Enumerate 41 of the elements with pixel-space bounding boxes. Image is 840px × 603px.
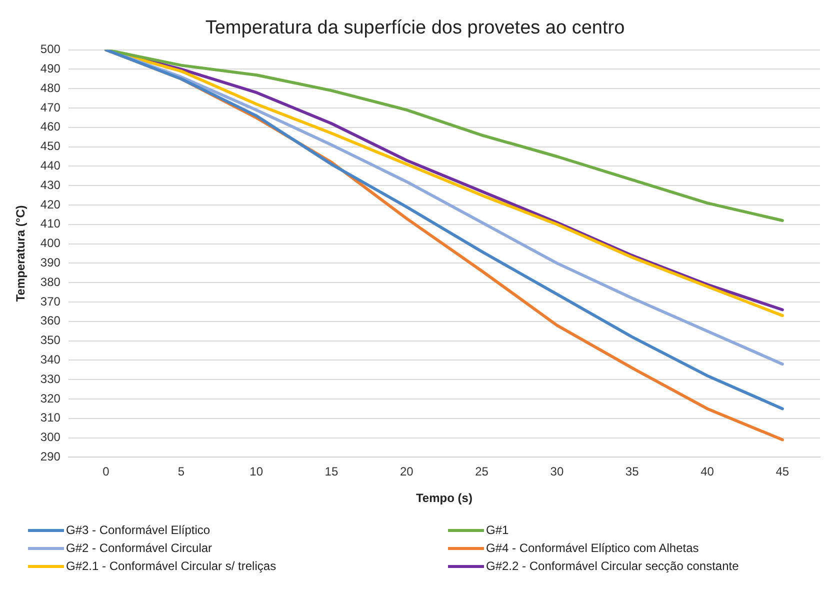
x-tick-label: 30 xyxy=(550,464,564,479)
y-tick-label: 340 xyxy=(40,352,61,367)
y-tick-label: 420 xyxy=(40,197,61,212)
y-tick-label: 490 xyxy=(40,62,61,76)
y-tick-label: 470 xyxy=(40,100,61,114)
y-tick-label: 290 xyxy=(40,450,61,464)
legend-label: G#1 xyxy=(486,523,509,537)
x-tick-label: 45 xyxy=(776,464,790,479)
chart-title: Temperatura da superfície dos provetes ao centro xyxy=(205,18,625,39)
y-tick-label: 360 xyxy=(40,314,61,328)
y-tick-label: 300 xyxy=(40,430,61,444)
x-tick-label: 35 xyxy=(625,464,640,479)
legend-label: G#4 - Conformável Elíptico com Alhetas xyxy=(486,541,699,555)
y-tick-label: 350 xyxy=(40,333,61,348)
x-tick-label: 25 xyxy=(475,464,489,479)
y-tick-label: 480 xyxy=(40,80,61,95)
y-tick-label: 390 xyxy=(40,256,61,270)
y-tick-label: 380 xyxy=(40,274,61,289)
y-tick-label: 500 xyxy=(40,42,61,56)
y-axis-title: Temperatura (°C) xyxy=(14,205,28,302)
x-tick-label: 15 xyxy=(324,464,338,479)
y-tick-label: 310 xyxy=(40,410,61,425)
y-tick-label: 450 xyxy=(40,139,61,154)
legend-label: G#2 - Conformável Circular xyxy=(66,541,212,555)
legend-label: G#3 - Conformável Elíptico xyxy=(66,523,210,537)
x-tick-label: 20 xyxy=(400,464,414,479)
y-tick-label: 330 xyxy=(40,372,61,386)
x-tick-label: 5 xyxy=(178,464,185,479)
y-tick-label: 400 xyxy=(40,236,61,250)
legend-label: G#2.1 - Conformável Circular s/ treliças xyxy=(66,559,276,573)
x-tick-label: 10 xyxy=(250,464,264,479)
y-tick-label: 440 xyxy=(40,158,61,173)
y-tick-label: 320 xyxy=(40,391,61,406)
y-tick-label: 370 xyxy=(40,294,61,308)
legend-label: G#2.2 - Conformável Circular secção constante xyxy=(486,559,739,573)
x-tick-label: 40 xyxy=(700,464,714,479)
x-axis-title: Tempo (s) xyxy=(416,491,472,506)
y-tick-label: 410 xyxy=(40,216,61,231)
y-tick-label: 430 xyxy=(40,178,61,192)
y-tick-label: 460 xyxy=(40,120,61,134)
x-tick-label: 0 xyxy=(102,464,110,479)
